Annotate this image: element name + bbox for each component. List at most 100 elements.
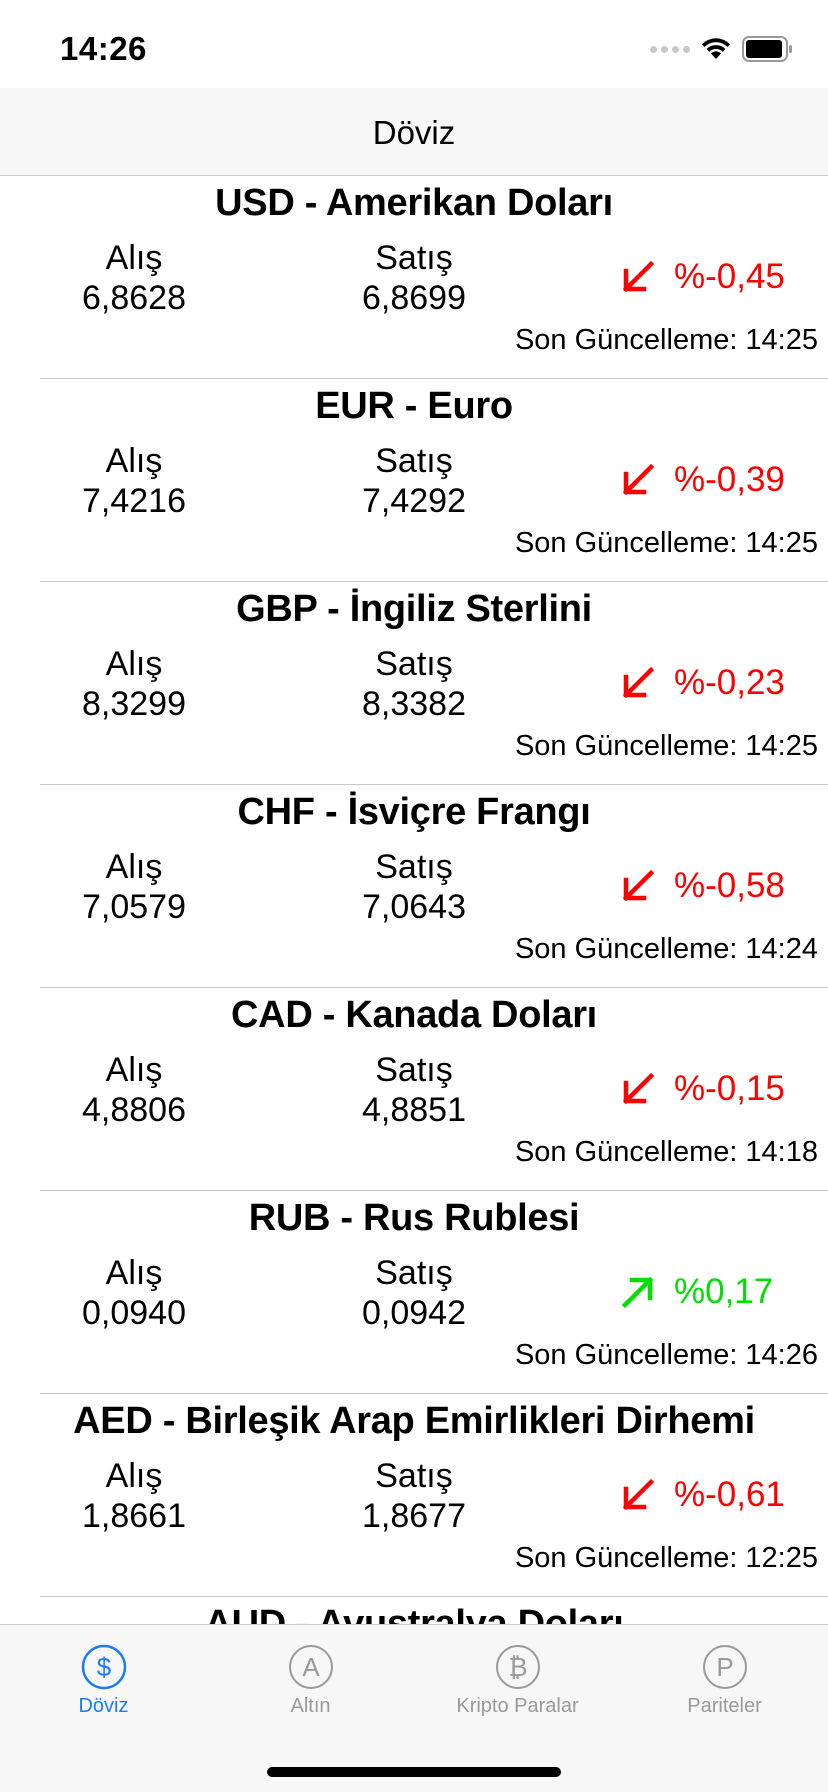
- buy-label: Alış: [105, 239, 163, 277]
- sell-value: 1,8677: [362, 1497, 466, 1535]
- sell-value: 0,0942: [362, 1294, 466, 1332]
- svg-text:$: $: [96, 1652, 111, 1682]
- dollar-circle-icon: $: [81, 1644, 126, 1690]
- sell-label: Satış: [375, 1051, 453, 1089]
- currency-row[interactable]: GBP - İngiliz Sterlini Alış 8,3299 Satış 8,3…: [0, 582, 828, 785]
- tab-label: Kripto Paralar: [456, 1695, 579, 1717]
- row-separator: [40, 581, 828, 582]
- row-separator: [40, 1190, 828, 1191]
- last-updated-label: Son Güncelleme:: [514, 1136, 738, 1168]
- currency-title: USD - Amerikan Doları: [215, 182, 613, 224]
- tab-label: Pariteler: [687, 1695, 762, 1717]
- change-percent: %-0,15: [674, 1069, 785, 1108]
- currency-title: AED - Birleşik Arap Emirlikleri Dirhemi: [73, 1400, 755, 1442]
- tab-doviz[interactable]: $ Döviz: [0, 1643, 207, 1718]
- sell-label: Satış: [375, 1457, 453, 1495]
- row-separator: [40, 1596, 828, 1597]
- sell-column: Satış 6,8699: [294, 238, 534, 318]
- last-updated-label: Son Güncelleme:: [514, 730, 738, 762]
- svg-text:P: P: [716, 1652, 733, 1682]
- currency-list[interactable]: USD - Amerikan Doları Alış 6,8628 Satış 6,86…: [0, 176, 828, 1624]
- change-percent: %-0,58: [674, 866, 785, 905]
- status-indicators: [650, 36, 794, 62]
- home-indicator: [267, 1767, 561, 1777]
- currency-row[interactable]: CAD - Kanada Doları Alış 4,8806 Satış 4,8851…: [0, 988, 828, 1191]
- last-updated-label: Son Güncelleme:: [514, 1542, 738, 1574]
- buy-column: Alış 6,8628: [14, 238, 254, 318]
- sell-column: Satış 0,0942: [294, 1253, 534, 1333]
- last-updated-label: Son Güncelleme:: [514, 324, 738, 356]
- letter-a-circle-icon: A: [288, 1645, 333, 1689]
- navigation-bar: Döviz: [0, 88, 828, 176]
- currency-row[interactable]: AUD - Avustralya Doları: [0, 1597, 828, 1624]
- last-updated: Son Güncelleme: 14:25: [515, 527, 818, 560]
- currency-row[interactable]: EUR - Euro Alış 7,4216 Satış 7,4292 %-0,39 Son…: [0, 379, 828, 582]
- buy-label: Alış: [105, 1457, 163, 1495]
- currency-row[interactable]: AED - Birleşik Arap Emirlikleri Dirhemi A…: [0, 1394, 828, 1597]
- change-percent: %0,17: [674, 1272, 774, 1311]
- cellular-signal-icon: [650, 45, 690, 53]
- currency-row[interactable]: USD - Amerikan Doları Alış 6,8628 Satış 6,86…: [0, 176, 828, 379]
- currency-title: CHF - İsviçre Frangı: [237, 791, 591, 833]
- row-separator: [40, 987, 828, 988]
- arrow-down-left-icon: [622, 463, 655, 496]
- change-indicator: %0,17: [620, 1267, 820, 1317]
- last-updated-time: 14:18: [745, 1136, 818, 1168]
- currency-row[interactable]: CHF - İsviçre Frangı Alış 7,0579 Satış 7,064…: [0, 785, 828, 988]
- tab-kripto-paralar[interactable]: ₿ Kripto Paralar: [414, 1643, 621, 1718]
- buy-label: Alış: [105, 442, 163, 480]
- change-percent: %-0,23: [674, 663, 785, 702]
- buy-label: Alış: [105, 848, 163, 886]
- sell-column: Satış 7,4292: [294, 441, 534, 521]
- wifi-icon: [701, 38, 731, 59]
- buy-label: Alış: [105, 1254, 163, 1292]
- last-updated-time: 14:24: [745, 933, 818, 965]
- buy-value: 7,0579: [82, 888, 186, 926]
- buy-value: 6,8628: [82, 279, 186, 317]
- sell-label: Satış: [375, 645, 453, 683]
- change-indicator: %-0,58: [620, 861, 820, 911]
- sell-value: 6,8699: [362, 279, 466, 317]
- sell-label: Satış: [375, 848, 453, 886]
- arrow-down-left-icon: [622, 1478, 655, 1511]
- currency-title: CAD - Kanada Doları: [231, 994, 597, 1036]
- svg-text:₿: ₿: [508, 1652, 527, 1682]
- sell-column: Satış 8,3382: [294, 644, 534, 724]
- last-updated: Son Güncelleme: 14:26: [515, 1339, 818, 1372]
- last-updated: Son Güncelleme: 14:18: [515, 1136, 818, 1169]
- arrow-down-left-icon: [622, 1072, 655, 1105]
- last-updated-label: Son Güncelleme:: [514, 527, 738, 559]
- buy-column: Alış 7,4216: [14, 441, 254, 521]
- currency-title: GBP - İngiliz Sterlini: [236, 588, 592, 630]
- buy-column: Alış 7,0579: [14, 847, 254, 927]
- status-time: 14:26: [60, 30, 147, 67]
- last-updated: Son Güncelleme: 14:24: [515, 933, 818, 966]
- tab-label: Döviz: [78, 1695, 129, 1717]
- last-updated: Son Güncelleme: 12:25: [515, 1542, 818, 1575]
- last-updated: Son Güncelleme: 14:25: [515, 730, 818, 763]
- svg-text:A: A: [302, 1652, 320, 1682]
- last-updated-time: 12:25: [745, 1542, 818, 1574]
- currency-row[interactable]: RUB - Rus Rublesi Alış 0,0940 Satış 0,0942 %0…: [0, 1191, 828, 1394]
- row-separator: [40, 1393, 828, 1394]
- last-updated-time: 14:25: [745, 324, 818, 356]
- change-percent: %-0,61: [674, 1475, 785, 1514]
- buy-label: Alış: [105, 645, 163, 683]
- letter-p-circle-icon: P: [702, 1645, 747, 1689]
- sell-label: Satış: [375, 442, 453, 480]
- last-updated-time: 14:25: [745, 730, 818, 762]
- arrow-up-right-icon: [621, 1276, 654, 1309]
- buy-value: 7,4216: [82, 482, 186, 520]
- change-percent: %-0,45: [674, 257, 785, 296]
- change-indicator: %-0,61: [620, 1470, 820, 1520]
- buy-value: 8,3299: [82, 685, 186, 723]
- last-updated: Son Güncelleme: 14:25: [515, 324, 818, 357]
- arrow-down-left-icon: [622, 260, 655, 293]
- sell-column: Satış 4,8851: [294, 1050, 534, 1130]
- arrow-down-left-icon: [622, 666, 655, 699]
- tab-altin[interactable]: A Altın: [207, 1643, 414, 1718]
- battery-icon: [742, 36, 792, 62]
- buy-value: 0,0940: [82, 1294, 186, 1332]
- bitcoin-circle-icon: ₿: [495, 1645, 540, 1689]
- tab-pariteler[interactable]: P Pariteler: [621, 1643, 828, 1718]
